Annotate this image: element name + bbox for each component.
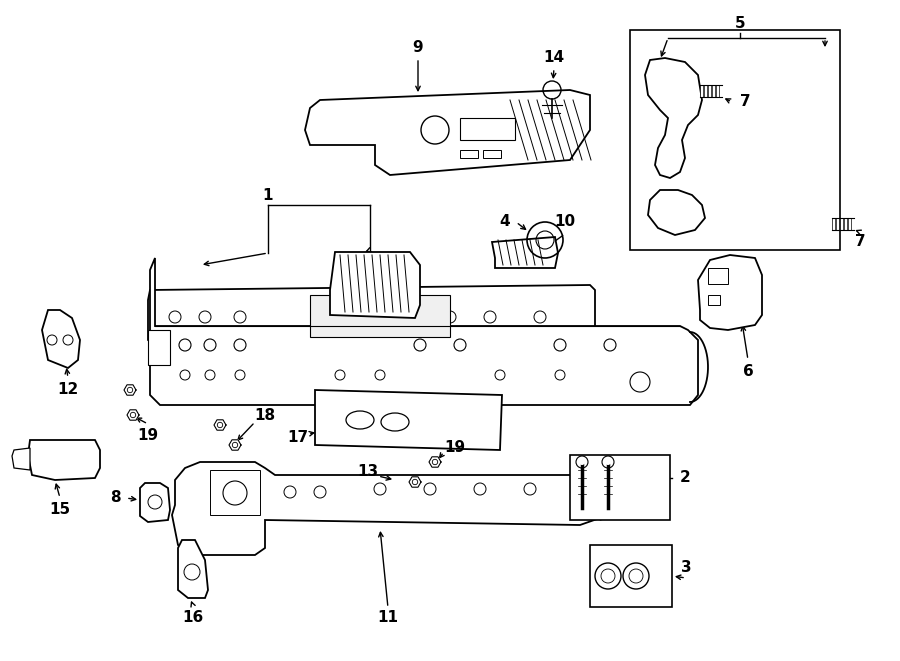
- Text: 19: 19: [138, 428, 158, 442]
- Text: 6: 6: [742, 364, 753, 379]
- Text: 8: 8: [110, 490, 121, 506]
- Bar: [700, 85, 703, 97]
- Text: 12: 12: [58, 383, 78, 397]
- Polygon shape: [140, 483, 170, 522]
- Text: 14: 14: [544, 50, 564, 65]
- Ellipse shape: [381, 413, 409, 431]
- Text: 7: 7: [740, 95, 751, 110]
- Bar: [708, 295, 720, 305]
- Text: 7: 7: [855, 235, 865, 249]
- Text: 13: 13: [357, 465, 379, 479]
- Polygon shape: [148, 285, 595, 345]
- Polygon shape: [698, 255, 762, 330]
- Bar: [483, 150, 501, 158]
- Polygon shape: [178, 540, 208, 598]
- Polygon shape: [172, 462, 620, 555]
- Bar: [840, 218, 843, 230]
- Circle shape: [579, 459, 585, 465]
- Text: 17: 17: [287, 430, 309, 446]
- Text: 4: 4: [500, 215, 510, 229]
- Polygon shape: [229, 440, 241, 450]
- Bar: [590, 545, 672, 607]
- Bar: [848, 218, 851, 230]
- Polygon shape: [12, 448, 30, 470]
- Bar: [832, 218, 835, 230]
- Text: 19: 19: [445, 440, 465, 455]
- Polygon shape: [124, 385, 136, 395]
- Polygon shape: [127, 410, 139, 420]
- Bar: [460, 118, 515, 140]
- Polygon shape: [150, 258, 698, 405]
- Bar: [844, 218, 847, 230]
- Bar: [716, 85, 719, 97]
- Bar: [712, 85, 715, 97]
- Bar: [210, 470, 260, 515]
- Polygon shape: [42, 310, 80, 368]
- Text: 18: 18: [255, 407, 275, 422]
- Bar: [570, 455, 670, 520]
- Polygon shape: [330, 252, 420, 318]
- Polygon shape: [429, 457, 441, 467]
- Polygon shape: [648, 190, 705, 235]
- Text: 2: 2: [680, 471, 690, 485]
- Polygon shape: [600, 470, 625, 520]
- Text: 9: 9: [413, 40, 423, 56]
- Polygon shape: [305, 90, 590, 175]
- Text: 1: 1: [263, 188, 274, 202]
- Polygon shape: [409, 477, 421, 487]
- Bar: [148, 330, 170, 365]
- Polygon shape: [492, 237, 558, 268]
- Bar: [310, 295, 450, 337]
- Text: 3: 3: [680, 561, 691, 576]
- Text: 16: 16: [183, 611, 203, 625]
- Bar: [704, 85, 707, 97]
- Bar: [836, 218, 839, 230]
- Polygon shape: [28, 440, 100, 480]
- Polygon shape: [315, 390, 502, 450]
- Bar: [708, 85, 711, 97]
- Text: 10: 10: [554, 215, 576, 229]
- Bar: [460, 150, 478, 158]
- Text: 11: 11: [377, 611, 399, 625]
- Bar: [708, 268, 728, 284]
- Text: 15: 15: [50, 502, 70, 518]
- Polygon shape: [214, 420, 226, 430]
- Text: 5: 5: [734, 17, 745, 32]
- Circle shape: [605, 459, 611, 465]
- Bar: [630, 30, 840, 250]
- Ellipse shape: [346, 411, 374, 429]
- Polygon shape: [645, 58, 702, 178]
